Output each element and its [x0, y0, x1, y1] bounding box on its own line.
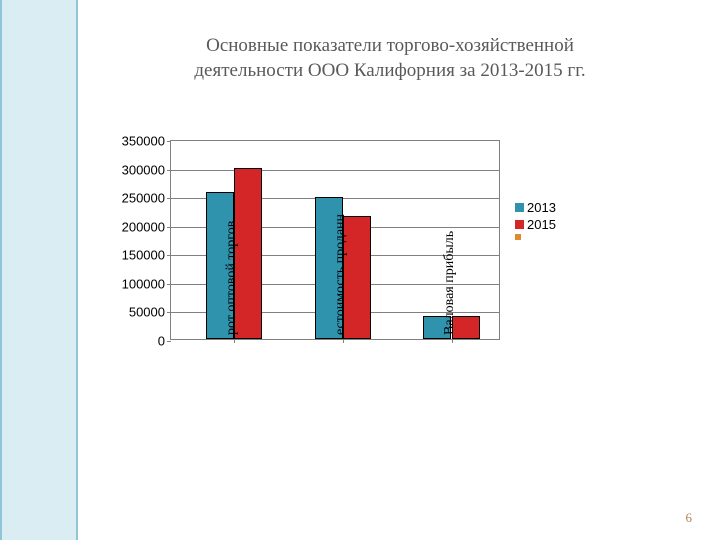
x-label-cost: естоимость проданн [333, 165, 349, 339]
title-line-2: деятельности ООО Калифорния за 2013-2015… [194, 60, 585, 81]
y-tick [167, 255, 171, 256]
y-tick-label: 50000 [129, 305, 165, 320]
x-tick [343, 339, 344, 343]
y-tick [167, 284, 171, 285]
y-tick-label: 150000 [122, 248, 165, 263]
page-title: Основные показатели торгово-хозяйственно… [130, 34, 650, 83]
y-tick [167, 198, 171, 199]
y-tick [167, 341, 171, 342]
legend-swatch [515, 234, 521, 240]
x-tick [452, 339, 453, 343]
y-tick [167, 312, 171, 313]
legend-item-2015: 2015 [515, 217, 556, 232]
y-tick-label: 200000 [122, 219, 165, 234]
y-tick [167, 141, 171, 142]
y-tick-label: 100000 [122, 276, 165, 291]
x-tick [234, 339, 235, 343]
y-tick-label: 300000 [122, 162, 165, 177]
y-tick-label: 350000 [122, 134, 165, 149]
left-accent-band [0, 0, 78, 540]
chart-plot-area: 0500001000001500002000002500003000003500… [170, 140, 500, 340]
page-number: 6 [686, 510, 693, 526]
slide: Основные показатели торгово-хозяйственно… [0, 0, 720, 540]
x-label-turnover: рот оптовой торгов. [224, 165, 240, 339]
legend-swatch [515, 203, 524, 212]
chart-container: 0 50000 100000 150000 200000 250000 300000 3500… [100, 130, 620, 510]
legend-label: 2013 [527, 200, 556, 215]
title-line-1: Основные показатели торгово-хозяйственно… [206, 35, 574, 56]
y-tick [167, 170, 171, 171]
x-label-profit: Валовая прибыль [442, 165, 458, 339]
legend-swatch [515, 220, 524, 229]
legend-label: 2015 [527, 217, 556, 232]
y-tick-label: 0 [158, 334, 165, 349]
legend-item-2013: 2013 [515, 200, 556, 215]
legend-item-extra [515, 234, 556, 240]
y-tick [167, 227, 171, 228]
y-tick-label: 250000 [122, 191, 165, 206]
chart-legend: 2013 2015 [515, 200, 556, 242]
